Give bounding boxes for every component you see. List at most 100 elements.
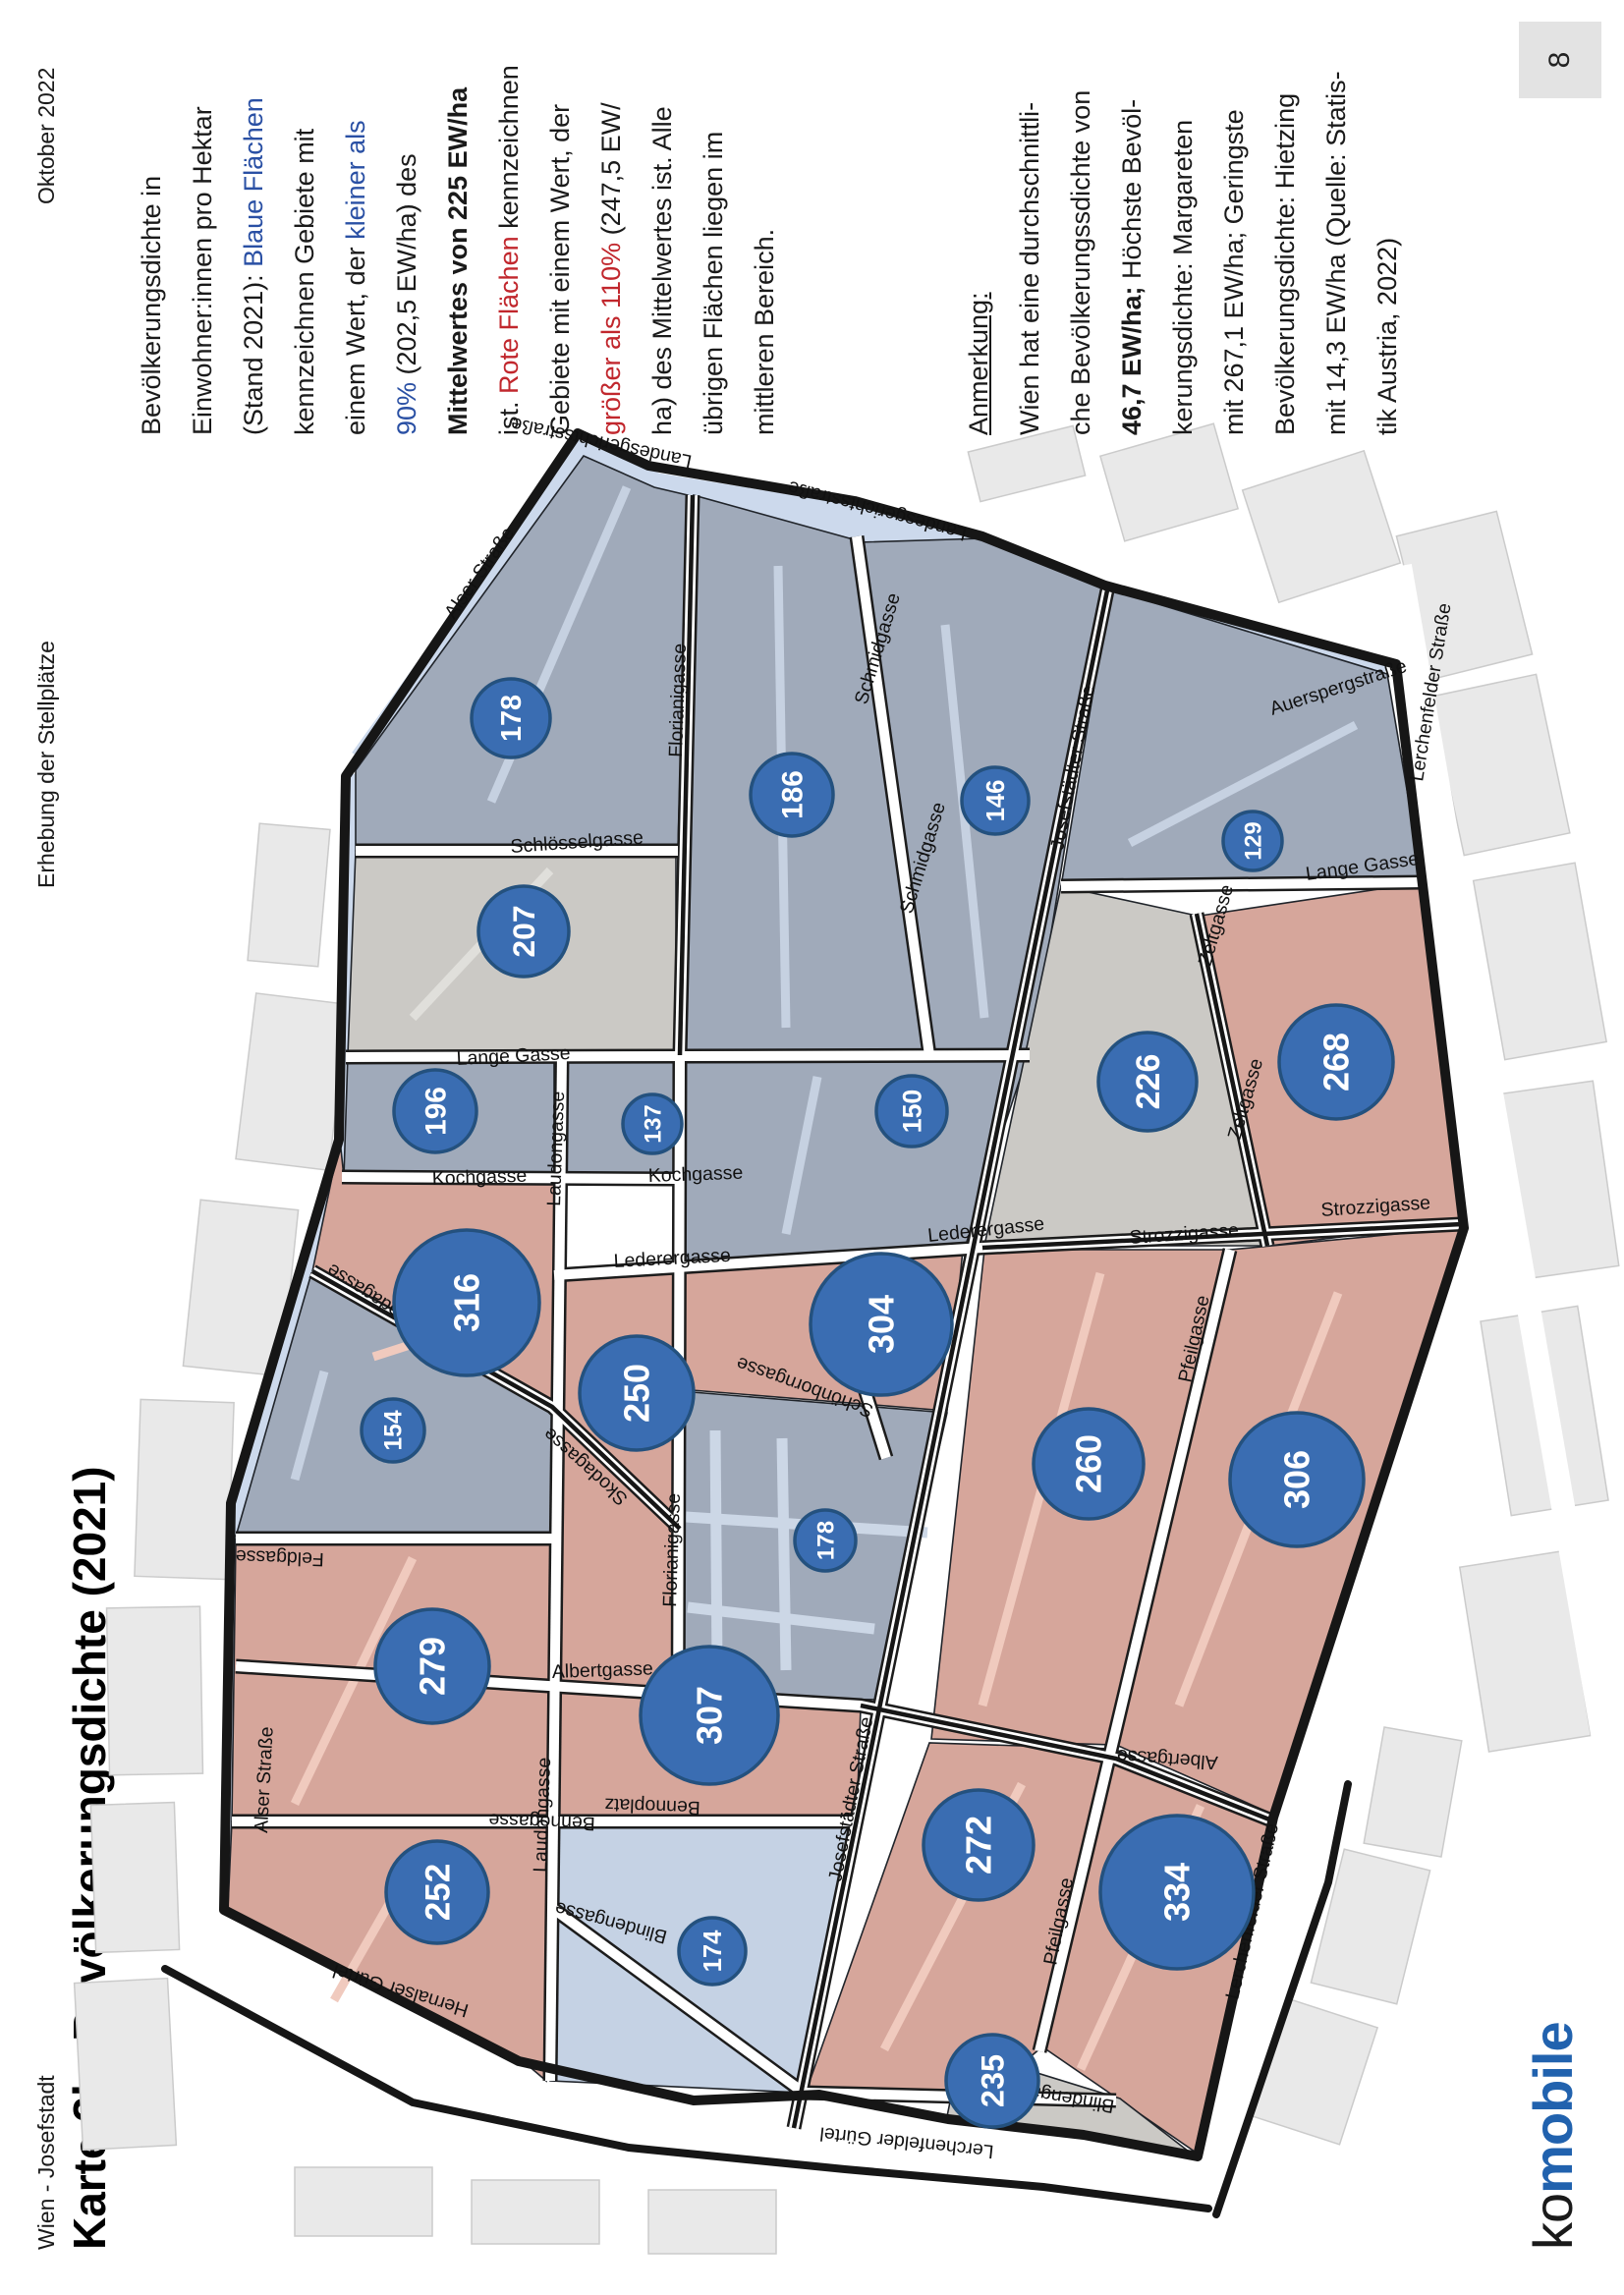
outside-buildings (73, 422, 1620, 2255)
legend-threshold-line: 90% (202,5 EW/ha) des (381, 42, 432, 435)
legend-text-run: 90% (392, 381, 421, 435)
density-value: 316 (447, 1273, 487, 1332)
legend-text-run: mittleren Bereich. (750, 228, 779, 435)
street-label-florianigasse: Florianigasse (659, 1492, 685, 1607)
legend-text-run: Einwohner:innen pro Hektar (188, 106, 217, 435)
density-circle: 150 (874, 1074, 949, 1148)
density-value: 174 (700, 1930, 727, 1973)
street-label-kochgasse: Kochgasse (647, 1162, 743, 1187)
density-circle: 129 (1221, 810, 1284, 872)
legend-threshold-line: Mittelwertes von 225 EW/ha (432, 42, 483, 435)
legend-threshold-line: mittleren Bereich. (739, 42, 790, 435)
density-circle: 279 (373, 1607, 491, 1725)
legend-text-run: Höchste Bevöl- (1117, 98, 1147, 287)
density-value: 226 (1130, 1054, 1167, 1110)
legend-note-line: Wien hat eine durchschnittli- (1004, 42, 1055, 435)
legend-threshold-line: ist. Rote Flächen kennzeichnen (483, 42, 534, 435)
density-value: 252 (419, 1864, 457, 1921)
street-label-bennoplatz: Bennoplatz (604, 1794, 700, 1819)
density-value: 137 (641, 1104, 666, 1143)
legend-text-run: (247,5 EW/ (596, 102, 626, 243)
legend-text-run: größer als 110% (596, 242, 626, 435)
legend-text-run: Mittelwertes von 225 EW/ha (443, 86, 473, 435)
street-label-bennogasse: Bennogasse (488, 1809, 595, 1834)
legend-text-run: kennzeichnen Gebiete mit (290, 128, 319, 435)
density-circle: 174 (677, 1916, 748, 1987)
density-value: 272 (959, 1816, 999, 1875)
legend-note-line: kerungsdichte: Margareten (1157, 42, 1208, 435)
density-value: 186 (776, 770, 809, 819)
legend-text-run: (Stand 2021): (239, 266, 268, 435)
legend-text-run: mit 267,1 EW/ha; Geringste (1219, 109, 1249, 435)
density-circle: 306 (1228, 1411, 1366, 1548)
density-value: 268 (1316, 1033, 1357, 1092)
legend-text-run: Anmerkung: (964, 292, 993, 435)
density-circle: 226 (1096, 1031, 1199, 1133)
legend-threshold-line: Einwohner:innen pro Hektar (177, 42, 228, 435)
legend-text-run: übrigen Flächen liegen im (699, 131, 728, 435)
density-circle: 252 (384, 1839, 490, 1945)
density-value: 307 (690, 1686, 730, 1745)
density-value: 334 (1157, 1863, 1198, 1922)
density-value: 304 (862, 1295, 902, 1354)
legend-threshold-line: Gebiete mit einem Wert, der (534, 42, 586, 435)
legend-text-run: Rote Flächen (494, 236, 524, 394)
district-part-borders (310, 494, 1463, 2129)
street-label-laudongasse: Laudongasse (543, 1091, 569, 1206)
legend-threshold-line: Bevölkerungsdichte in (126, 42, 177, 435)
density-circle: 250 (578, 1334, 696, 1452)
legend-threshold-line: größer als 110% (247,5 EW/ (586, 42, 637, 435)
density-circles: 178 186 146 129 207 196 137 150 226 268 316 304 250 1… (360, 677, 1395, 2129)
legend-text-run: che Bevölkerungssdichte von (1066, 89, 1095, 435)
legend-text-run: Bevölkerungsdichte in (137, 175, 166, 435)
street-label-florianigasse: Florianigasse (665, 643, 691, 757)
density-circle: 137 (621, 1092, 684, 1155)
density-circle: 272 (922, 1788, 1036, 1902)
legend-text-run: 46,7 EW/ha; (1117, 286, 1147, 435)
density-circle: 260 (1032, 1407, 1146, 1521)
page-number-box: 8 (1519, 22, 1601, 98)
density-circle: 316 (392, 1228, 541, 1377)
legend-text-run: Gebiete mit einem Wert, der (545, 103, 575, 435)
density-value: 260 (1069, 1434, 1109, 1493)
legend-note-line: tik Austria, 2022) (1362, 42, 1413, 435)
density-value: 150 (897, 1090, 926, 1134)
density-value: 279 (413, 1637, 453, 1696)
legend-threshold-line: übrigen Flächen liegen im (688, 42, 739, 435)
legend-threshold-line: einem Wert, der kleiner als (330, 42, 381, 435)
street-label-kochgasse: Kochgasse (431, 1165, 527, 1190)
legend-note-line: che Bevölkerungssdichte von (1055, 42, 1106, 435)
legend-note-line: Anmerkung: (953, 42, 1004, 435)
street-label-albertgasse: Albertgasse (551, 1657, 653, 1683)
density-value: 196 (420, 1087, 452, 1136)
logo-part-mobile: mobile (1522, 2022, 1584, 2194)
density-circle: 307 (639, 1645, 780, 1786)
density-value: 129 (1241, 821, 1266, 860)
legend-threshold-line: ha) des Mittelwertes ist. Alle (637, 42, 688, 435)
density-circle: 178 (470, 677, 552, 759)
density-circle: 268 (1277, 1003, 1395, 1121)
legend-text-run: kleiner als (341, 120, 370, 240)
district-boundary (219, 428, 1469, 2161)
street-label-lerchenfelder-g-rtel: Lerchenfelder Gürtel (818, 2122, 994, 2161)
density-circle: 207 (476, 884, 571, 979)
density-value: 306 (1277, 1450, 1317, 1509)
guertel-outer-road (161, 1780, 1352, 2218)
street-label-laudongasse: Laudongasse (530, 1757, 555, 1873)
outside-road-white (1388, 563, 1623, 1787)
density-value: 154 (381, 1410, 408, 1450)
street-label-feldgasse: Feldgasse (235, 1545, 324, 1570)
legend-text-run: Wien hat eine durchschnittli- (1015, 101, 1044, 435)
density-value: 235 (975, 2054, 1010, 2107)
legend-text-run: einem Wert, der (341, 239, 370, 435)
legend-text-run: ist. (494, 393, 524, 435)
density-value: 178 (812, 1521, 839, 1560)
legend-paragraph-thresholds: Bevölkerungsdichte in Einwohner:innen pro… (126, 42, 790, 435)
density-value: 178 (496, 695, 528, 742)
komobile-logo: komobile (1521, 2022, 1585, 2250)
legend-text-run: (202,5 EW/ha) des (392, 153, 421, 382)
legend-threshold-line: kennzeichnen Gebiete mit (279, 42, 330, 435)
